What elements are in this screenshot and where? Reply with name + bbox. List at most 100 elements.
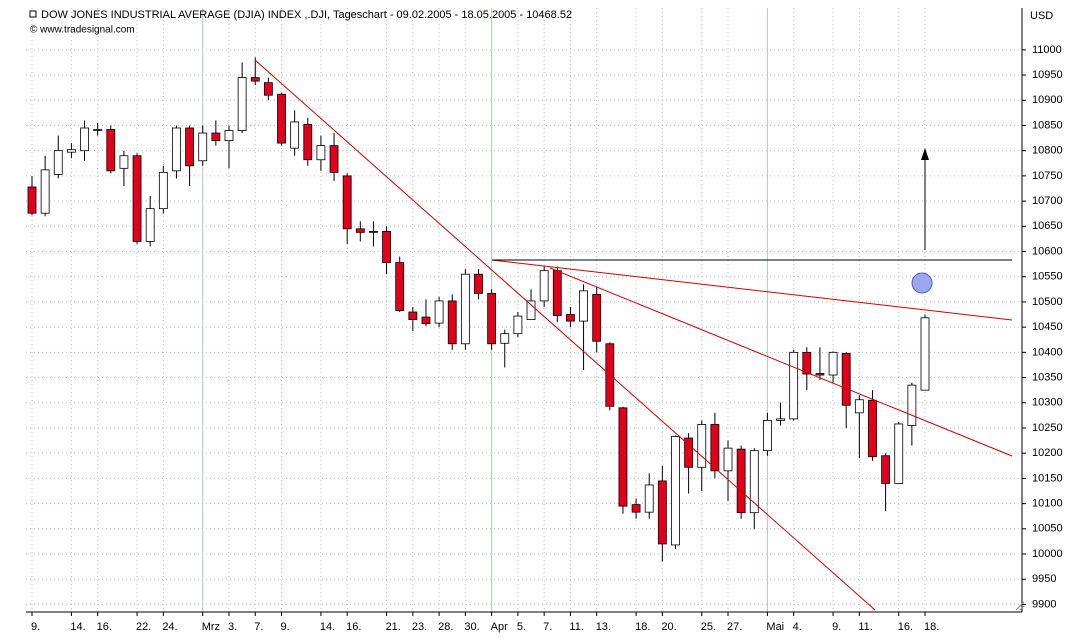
candle-body [290, 121, 300, 149]
candle-body [539, 270, 549, 302]
x-tick-label: Mrz [202, 621, 220, 633]
candle-body [710, 424, 720, 472]
candle-body [881, 455, 891, 484]
candle-body [684, 437, 694, 468]
candle-body [198, 132, 208, 162]
x-tick-label: 18. [635, 621, 650, 633]
candle-body [53, 150, 63, 175]
candle-body [434, 300, 444, 324]
x-tick-label: 30. [464, 621, 479, 633]
y-tick-label: 10650 [1032, 220, 1063, 232]
candle-body [802, 351, 812, 375]
candle-body [644, 484, 654, 513]
x-tick-label: 7. [254, 621, 263, 633]
x-tick-label: Mai [766, 621, 784, 633]
candle-body [474, 273, 483, 294]
x-tick-label: 16. [898, 621, 913, 633]
candle-body [618, 407, 628, 507]
candle-body [93, 129, 103, 131]
y-tick-label: 10400 [1032, 346, 1063, 358]
y-tick-label: 11000 [1032, 44, 1062, 56]
y-tick-label: 10300 [1032, 397, 1063, 409]
x-tick-label: 13. [596, 621, 611, 633]
y-tick-label: 10150 [1032, 472, 1063, 484]
trend-line [491, 259, 1013, 321]
candle-body [395, 262, 405, 311]
x-tick-label: 28. [438, 621, 453, 633]
x-tick-label: 14. [70, 621, 85, 633]
candle-body [421, 316, 431, 325]
x-tick-label: 18. [924, 621, 939, 633]
arrow-head [921, 148, 929, 160]
candle-body [382, 230, 391, 264]
y-tick-label: 10950 [1032, 69, 1063, 81]
marker-circle [911, 272, 933, 294]
y-tick-label: 10250 [1032, 422, 1063, 434]
x-tick-label: 21. [386, 621, 401, 633]
candle-body [158, 171, 168, 210]
candle-body [789, 351, 799, 420]
source: © www.tradesignal.com [30, 25, 135, 36]
candle-body [460, 273, 470, 345]
candle-body [316, 145, 326, 161]
candle-body [815, 373, 825, 376]
candle-body [66, 149, 76, 153]
candle-body [631, 504, 641, 513]
x-tick-label: 9. [31, 621, 40, 633]
x-tick-label: 23. [412, 621, 427, 633]
trend-line [254, 59, 876, 611]
y-tick-label: 10000 [1032, 548, 1063, 560]
y-tick-label: 10100 [1032, 498, 1063, 510]
y-tick-label: 9900 [1032, 598, 1056, 610]
title-icon [29, 10, 37, 18]
candle-body [106, 129, 116, 172]
candle-body [894, 423, 904, 484]
candle-body [27, 186, 37, 214]
candle-body [513, 315, 523, 335]
candle-body [828, 351, 838, 376]
x-tick-label: 11. [569, 621, 583, 633]
candle-body [566, 314, 575, 322]
candle-body [697, 424, 707, 468]
x-tick-label: 25. [701, 621, 716, 633]
candle-body [329, 145, 339, 173]
x-tick-label: Apr [491, 621, 508, 633]
chart-title: DOW JONES INDUSTRIAL AVERAGE (DJIA) INDE… [41, 9, 572, 21]
candle-body [657, 480, 667, 545]
trend-lines [254, 59, 1013, 611]
y-tick-label: 10850 [1032, 119, 1063, 131]
candle-body [277, 93, 286, 144]
x-tick-label: 7. [543, 621, 552, 633]
y-tick-label: 10450 [1032, 321, 1063, 333]
x-tick-label: 9. [281, 621, 290, 633]
candle-body [552, 270, 562, 316]
candle-body [723, 447, 733, 472]
x-tick-label: 27. [727, 621, 742, 633]
candle-body [579, 290, 588, 322]
y-tick-label: 10900 [1032, 94, 1063, 106]
candle-body [237, 77, 247, 131]
x-tick-label: 16. [97, 621, 112, 633]
candle-body [40, 169, 50, 214]
y-tick-label: 10500 [1032, 296, 1063, 308]
x-tick-label: 22. [136, 621, 151, 633]
candle-body [841, 352, 851, 406]
y-tick-label: 10050 [1032, 523, 1063, 535]
candle-body [447, 300, 457, 345]
candle-body [369, 230, 378, 233]
y-tick-label: 10700 [1032, 195, 1063, 207]
candle-body [119, 155, 129, 169]
trend-line [549, 267, 1013, 457]
candle-body [500, 333, 510, 344]
candle-body [920, 317, 930, 391]
candle-body [263, 82, 273, 96]
plot-area [26, 8, 1022, 612]
grid [26, 8, 1022, 612]
x-tick-label: 14. [320, 621, 335, 633]
candle-body [303, 124, 313, 161]
candle-body [854, 399, 864, 414]
candle-body [776, 418, 785, 421]
candle-body [408, 311, 418, 320]
candle-body [132, 155, 142, 242]
